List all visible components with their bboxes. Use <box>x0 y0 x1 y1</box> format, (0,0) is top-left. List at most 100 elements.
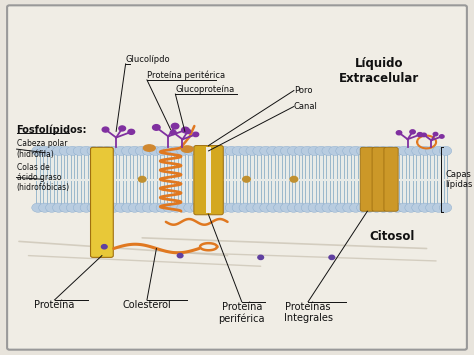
Circle shape <box>308 146 320 155</box>
Circle shape <box>398 146 410 155</box>
Circle shape <box>412 203 424 212</box>
Circle shape <box>329 203 341 212</box>
Circle shape <box>138 176 146 182</box>
Circle shape <box>101 146 113 155</box>
Circle shape <box>433 132 438 136</box>
Circle shape <box>87 146 100 155</box>
Circle shape <box>163 203 175 212</box>
Circle shape <box>225 203 237 212</box>
Circle shape <box>191 146 203 155</box>
Circle shape <box>128 129 135 134</box>
Text: Glucoproteína: Glucoproteína <box>175 85 235 94</box>
Circle shape <box>294 203 307 212</box>
Circle shape <box>80 146 92 155</box>
Circle shape <box>191 203 203 212</box>
Circle shape <box>232 146 245 155</box>
Circle shape <box>426 203 438 212</box>
Circle shape <box>73 146 85 155</box>
Circle shape <box>273 146 286 155</box>
Circle shape <box>128 146 141 155</box>
Circle shape <box>53 203 65 212</box>
Circle shape <box>439 135 444 138</box>
Circle shape <box>39 203 51 212</box>
Circle shape <box>170 130 176 135</box>
Circle shape <box>66 203 79 212</box>
Circle shape <box>142 146 155 155</box>
Text: Líquido
Extracelular: Líquido Extracelular <box>339 57 419 85</box>
Circle shape <box>364 203 376 212</box>
Circle shape <box>391 203 403 212</box>
Circle shape <box>73 203 85 212</box>
Circle shape <box>419 203 431 212</box>
Circle shape <box>419 146 431 155</box>
Circle shape <box>46 203 58 212</box>
Circle shape <box>94 146 106 155</box>
Circle shape <box>290 176 298 182</box>
Circle shape <box>396 131 402 135</box>
Text: Capas
lípidas: Capas lípidas <box>446 170 473 189</box>
Circle shape <box>294 146 307 155</box>
Circle shape <box>211 146 224 155</box>
Circle shape <box>391 146 403 155</box>
Text: Proteínas
Integrales: Proteínas Integrales <box>283 302 333 323</box>
Circle shape <box>260 146 272 155</box>
Circle shape <box>115 146 127 155</box>
Circle shape <box>287 146 300 155</box>
Circle shape <box>32 203 44 212</box>
Circle shape <box>39 146 51 155</box>
Circle shape <box>329 146 341 155</box>
Circle shape <box>149 203 162 212</box>
Circle shape <box>315 203 328 212</box>
Circle shape <box>439 203 452 212</box>
Circle shape <box>246 146 258 155</box>
Circle shape <box>322 146 334 155</box>
Circle shape <box>102 127 109 132</box>
Circle shape <box>156 203 168 212</box>
Circle shape <box>94 203 106 212</box>
Circle shape <box>432 146 445 155</box>
Bar <box>38 149 446 210</box>
Circle shape <box>170 203 182 212</box>
Circle shape <box>405 203 417 212</box>
Ellipse shape <box>143 145 155 151</box>
Ellipse shape <box>181 146 193 152</box>
Circle shape <box>287 203 300 212</box>
Bar <box>206 147 211 213</box>
FancyBboxPatch shape <box>7 5 467 350</box>
Circle shape <box>253 146 265 155</box>
Circle shape <box>59 146 72 155</box>
Text: Colas de
ácido graso
(hidrofóbicas): Colas de ácido graso (hidrofóbicas) <box>17 163 70 192</box>
Circle shape <box>301 146 313 155</box>
Circle shape <box>211 203 224 212</box>
Circle shape <box>384 203 396 212</box>
Circle shape <box>384 146 396 155</box>
Circle shape <box>426 146 438 155</box>
Circle shape <box>184 146 196 155</box>
Circle shape <box>219 203 231 212</box>
Text: Proteína peritérica: Proteína peritérica <box>147 70 225 80</box>
Circle shape <box>101 245 107 249</box>
Circle shape <box>108 146 120 155</box>
Text: Glucolípdo: Glucolípdo <box>126 55 170 64</box>
Circle shape <box>239 146 251 155</box>
Circle shape <box>177 146 189 155</box>
Circle shape <box>343 146 355 155</box>
Circle shape <box>281 146 293 155</box>
Circle shape <box>260 203 272 212</box>
Circle shape <box>432 203 445 212</box>
Circle shape <box>66 146 79 155</box>
Circle shape <box>153 125 160 130</box>
Circle shape <box>87 203 100 212</box>
FancyBboxPatch shape <box>194 146 209 215</box>
FancyBboxPatch shape <box>91 147 113 257</box>
Text: Cabeza polar
(hidrófila): Cabeza polar (hidrófila) <box>17 140 67 159</box>
Circle shape <box>246 203 258 212</box>
Circle shape <box>356 146 369 155</box>
Circle shape <box>398 203 410 212</box>
Circle shape <box>53 146 65 155</box>
Circle shape <box>343 203 355 212</box>
Circle shape <box>336 203 348 212</box>
Circle shape <box>239 203 251 212</box>
Circle shape <box>422 133 426 137</box>
Circle shape <box>46 146 58 155</box>
